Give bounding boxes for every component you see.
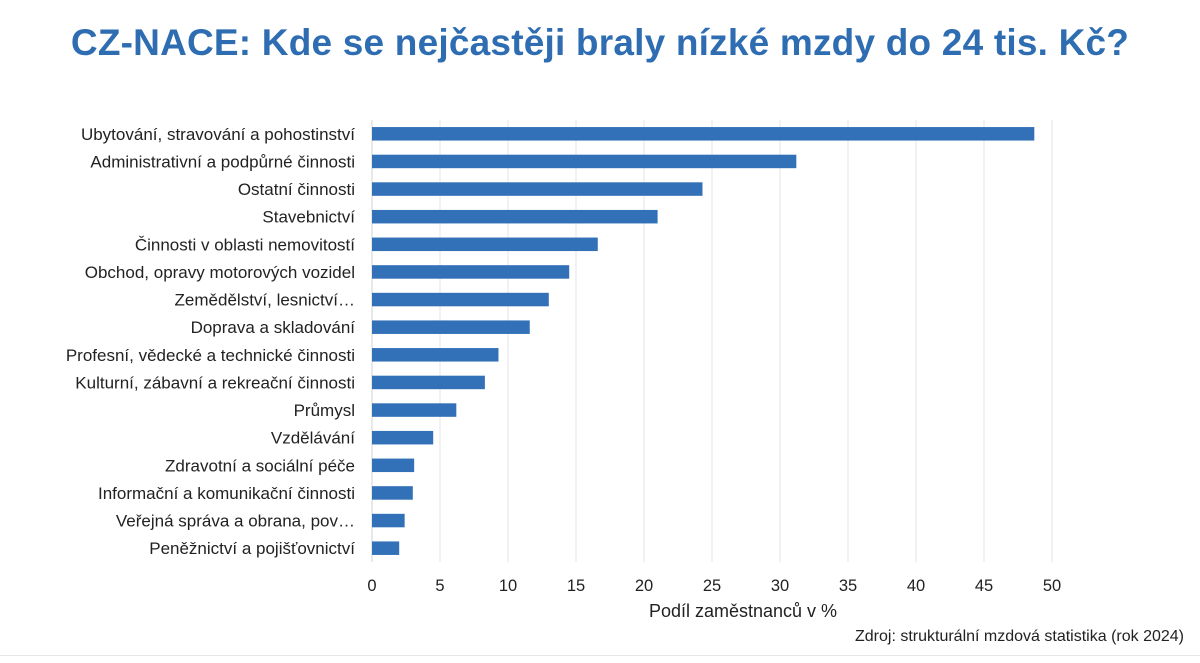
- category-label: Zemědělství, lesnictví…: [175, 291, 355, 310]
- x-tick-label: 40: [907, 577, 925, 595]
- x-tick-label: 30: [771, 577, 789, 595]
- bar: [372, 209, 658, 224]
- x-tick-label: 0: [367, 577, 376, 595]
- bar: [372, 292, 549, 307]
- x-tick-label: 20: [635, 577, 653, 595]
- bar: [372, 403, 457, 417]
- bottom-divider: [0, 655, 1200, 656]
- x-axis-title: Podíl zaměstnanců v %: [649, 601, 837, 621]
- bar: [372, 182, 703, 196]
- bar: [372, 265, 570, 279]
- category-label: Obchod, opravy motorových vozidel: [85, 263, 355, 282]
- bar: [372, 486, 413, 500]
- bar: [372, 154, 797, 169]
- category-labels: Ubytování, stravování a pohostinství Admi…: [66, 125, 355, 558]
- x-tick-label: 25: [703, 577, 721, 595]
- category-label: Peněžnictví a pojišťovnictví: [149, 539, 355, 558]
- bar: [372, 320, 530, 334]
- bar: [372, 513, 405, 528]
- category-label: Ubytování, stravování a pohostinství: [81, 125, 355, 144]
- category-label: Veřejná správa a obrana, pov…: [116, 512, 355, 531]
- x-tick-label: 50: [1043, 577, 1061, 595]
- category-label: Vzdělávání: [271, 429, 355, 448]
- x-tick-label: 35: [839, 577, 857, 595]
- x-tick-label: 10: [499, 577, 517, 595]
- category-label: Zdravotní a sociální péče: [165, 456, 355, 475]
- bar: [372, 430, 434, 445]
- x-tick-label: 45: [975, 577, 993, 595]
- category-label: Činnosti v oblasti nemovitostí: [135, 235, 355, 254]
- x-tick-label: 5: [435, 577, 444, 595]
- x-tick-label: 15: [567, 577, 585, 595]
- bar: [372, 458, 415, 473]
- chart-title: CZ-NACE: Kde se nejčastěji braly nízké m…: [70, 22, 1130, 63]
- category-label: Doprava a skladování: [191, 318, 356, 337]
- category-label: Administrativní a podpůrné činnosti: [90, 152, 355, 171]
- bar: [372, 541, 400, 555]
- bar: [372, 348, 499, 362]
- bar: [372, 237, 598, 252]
- bar: [372, 127, 1035, 141]
- category-label: Ostatní činnosti: [238, 180, 355, 199]
- category-label: Profesní, vědecké a technické činnosti: [66, 346, 355, 365]
- bar: [372, 375, 485, 390]
- category-label: Informační a komunikační činnosti: [98, 484, 355, 503]
- category-label: Průmysl: [294, 401, 355, 420]
- category-label: Kulturní, zábavní a rekreační činnosti: [75, 373, 355, 392]
- x-tick-labels: 0 5 10 15 20 25 30 35 40 45 50: [367, 577, 1061, 595]
- bars: [372, 127, 1035, 555]
- category-label: Stavebnictví: [262, 208, 355, 227]
- source-note: Zdroj: strukturální mzdová statistika (r…: [854, 628, 1184, 645]
